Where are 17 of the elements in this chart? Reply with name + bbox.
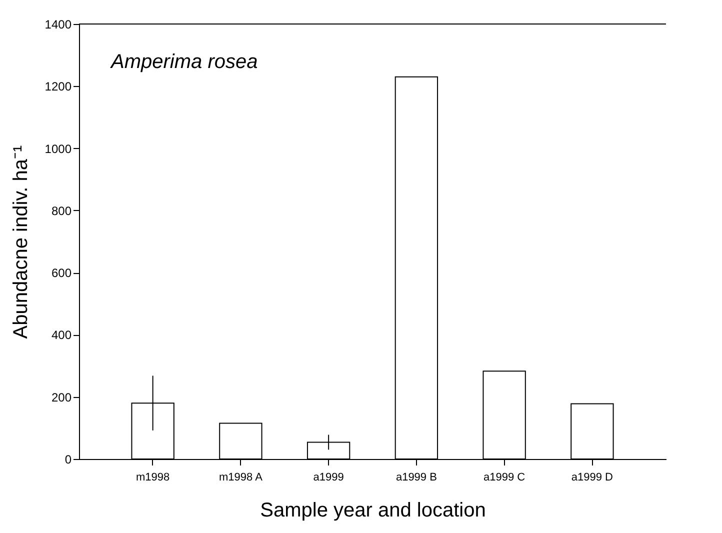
y-tick-label: 1200	[44, 80, 72, 94]
x-tick-label: a1999 B	[396, 472, 437, 484]
y-tick-label: 200	[51, 390, 72, 404]
y-tick-label: 800	[51, 204, 72, 218]
y-tick-label: 1400	[44, 18, 72, 32]
x-tick-label: a1999	[313, 472, 344, 484]
x-tick-label: m1998 A	[218, 472, 264, 484]
x-axis-title: Sample year and location	[260, 500, 486, 522]
x-tick-label: m1998	[136, 472, 170, 484]
annotation: Amperima rosea	[110, 51, 258, 73]
y-axis-title: Abundacne indiv. ha⁻¹	[10, 144, 32, 339]
y-tick-label: 1000	[44, 142, 72, 156]
x-tick-label: a1999 C	[484, 472, 526, 484]
y-tick-label: 400	[51, 328, 72, 342]
y-tick-label: 600	[51, 266, 72, 280]
y-tick-label: 0	[64, 452, 72, 466]
x-tick-label: a1999 D	[571, 472, 614, 484]
